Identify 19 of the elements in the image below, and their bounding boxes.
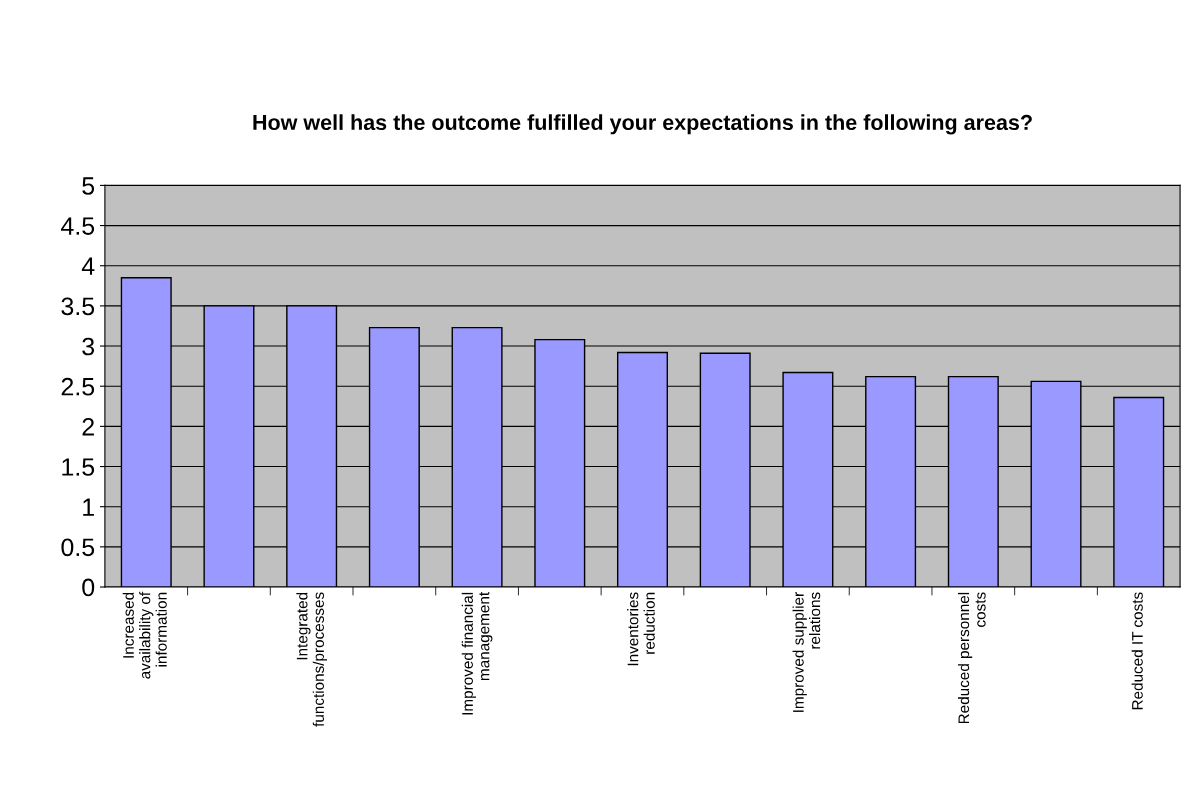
y-tick-label: 1.5 xyxy=(62,458,95,476)
y-tick-label: 2.5 xyxy=(61,377,95,396)
y-tick-label: 2 xyxy=(82,417,94,436)
y-tick-label: 0 xyxy=(82,578,95,597)
y-tick-label: 5 xyxy=(82,177,95,195)
x-tick-label: Improved supplier relations xyxy=(792,592,821,712)
chart-title: How well has the outcome fulfilled your expectations in the following areas? xyxy=(253,114,1032,135)
x-tick-label: Inventories reduction xyxy=(627,592,655,666)
x-tick-label: Improved financial management xyxy=(461,591,493,715)
x-tick-label: Reduced personnel costs xyxy=(957,592,986,724)
x-tick-label: Reduced IT costs xyxy=(1131,592,1143,710)
y-tick-label: 4.5 xyxy=(61,217,95,235)
x-tick-label: Integrated functions/processes xyxy=(296,592,328,727)
y-tick-label: 3 xyxy=(82,337,95,356)
x-tick-label: Increased availability of information xyxy=(122,591,167,679)
y-tick-label: 3.5 xyxy=(61,297,95,316)
y-tick-label: 4 xyxy=(81,257,95,275)
y-tick-label: 1 xyxy=(83,498,94,516)
y-tick-label: 0.5 xyxy=(61,538,95,557)
